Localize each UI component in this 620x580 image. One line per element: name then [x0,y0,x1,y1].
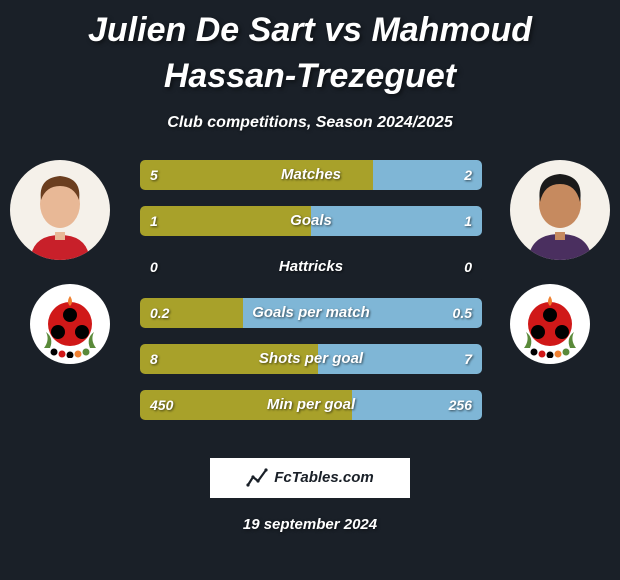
stat-value-left: 450 [150,390,173,420]
page-title: Julien De Sart vs Mahmoud Hassan-Trezegu… [0,0,620,100]
stat-row: 0.2 0.5Goals per match [140,298,482,328]
stat-value-right: 0.5 [453,298,472,328]
stat-value-left: 0 [150,252,158,282]
stat-label: Shots per goal [140,344,482,374]
stat-row: 5 2Matches [140,160,482,190]
club-left-avatar [30,284,110,364]
stat-label: Matches [140,160,482,190]
stat-bars-container: 5 2Matches 1 1Goals 0 0Hattricks 0.2 0.5Goals p… [140,160,482,436]
stat-row: 0 0Hattricks [140,252,482,282]
comparison-area: 5 2Matches 1 1Goals 0 0Hattricks 0.2 0.5Goals p… [0,160,620,450]
stat-value-right: 1 [464,206,472,236]
stat-row: 1 1Goals [140,206,482,236]
stat-row: 8 7Shots per goal [140,344,482,374]
stat-value-left: 5 [150,160,158,190]
club-right-avatar [510,284,590,364]
watermark: FcTables.com [210,458,410,498]
player-right-portrait-icon [510,160,610,260]
stat-value-right: 2 [464,160,472,190]
watermark-text: FcTables.com [274,469,373,486]
stat-value-right: 256 [449,390,472,420]
stat-row: 450 256Min per goal [140,390,482,420]
club-right-crest-icon [516,290,584,358]
stat-label: Goals [140,206,482,236]
subtitle: Club competitions, Season 2024/2025 [0,114,620,132]
stat-value-left: 8 [150,344,158,374]
fctables-logo-icon [246,467,268,489]
stat-value-right: 7 [464,344,472,374]
stat-label: Min per goal [140,390,482,420]
stat-label: Goals per match [140,298,482,328]
player-right-avatar [510,160,610,260]
player-left-portrait-icon [10,160,110,260]
club-left-crest-icon [36,290,104,358]
stat-value-right: 0 [464,252,472,282]
player-left-avatar [10,160,110,260]
stat-value-left: 0.2 [150,298,169,328]
stat-value-left: 1 [150,206,158,236]
date-text: 19 september 2024 [0,516,620,533]
stat-label: Hattricks [140,252,482,282]
